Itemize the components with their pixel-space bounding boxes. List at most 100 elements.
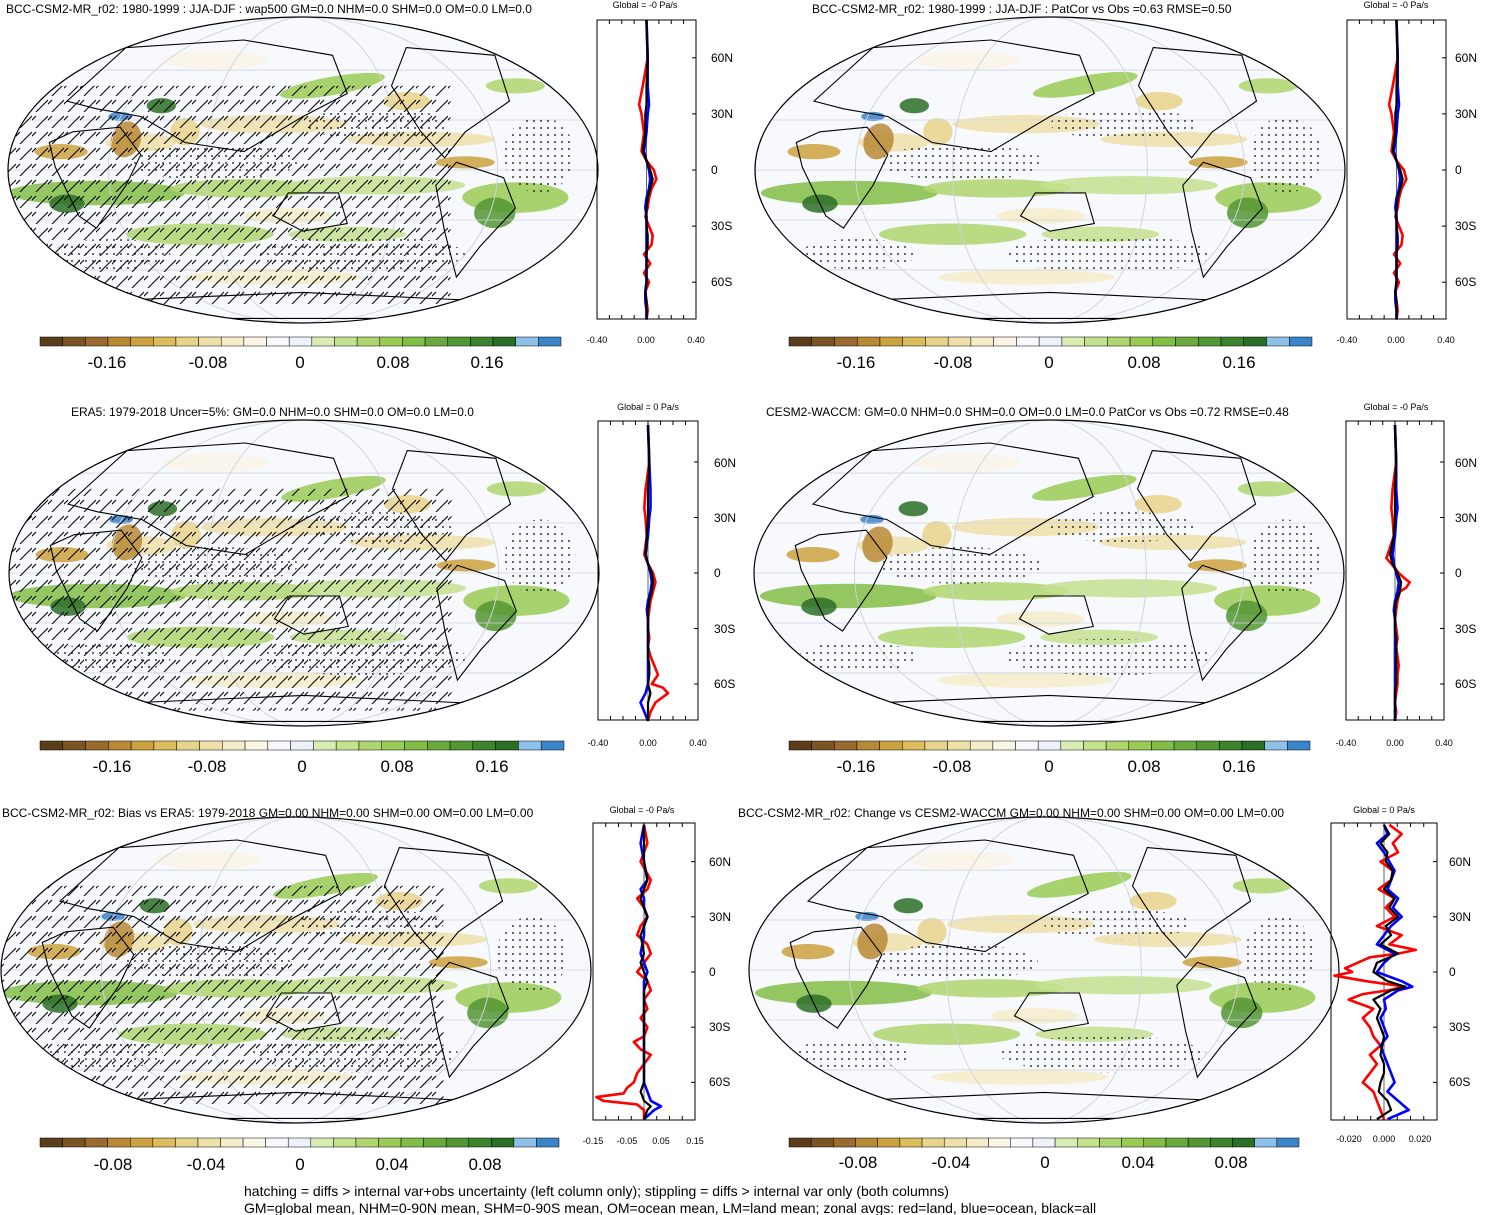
colorbar-box (381, 740, 405, 751)
zonal-lat-label: 60S (1455, 275, 1476, 289)
colorbar-box (1032, 1137, 1056, 1148)
colorbar-box (969, 740, 994, 751)
colorbar-tick-label: 0.16 (470, 353, 503, 372)
colorbar-box (1128, 740, 1152, 751)
zonal-global-mean: Global = -0 Pa/s (1364, 402, 1429, 412)
colorbar-tick-label: -0.04 (932, 1153, 971, 1172)
colorbar-tick-label: 0 (295, 353, 304, 372)
colorbar-boxes (39, 740, 565, 751)
colorbar-box (899, 1137, 923, 1148)
zonal-lat-label: 0 (709, 965, 716, 979)
zonal-plot-1: Global = -0 Pa/s -0.40 0.00 0.40 60N 30N… (1337, 0, 1477, 345)
colorbar-box (130, 336, 154, 347)
colorbar-box (244, 740, 269, 751)
panel-title: BCC-CSM2-MR_r02: Change vs CESM2-WACCM G… (738, 806, 1284, 820)
colorbar-box (313, 740, 337, 751)
colorbar-boxes (788, 336, 1313, 347)
anomaly-region (474, 197, 516, 229)
colorbar-box (449, 740, 474, 751)
zonal-lat-label: 30N (1455, 511, 1477, 525)
colorbar-box (921, 1137, 945, 1148)
colorbar-tick-label: -0.16 (88, 353, 127, 372)
colorbar-box (788, 1137, 812, 1148)
anomaly-region (1035, 976, 1213, 995)
anomaly-region (872, 1023, 1021, 1045)
colorbar-box (1143, 1137, 1167, 1148)
colorbar-box (902, 336, 926, 347)
colorbar-box (242, 1137, 266, 1148)
zonal-x-tick-label: 0.40 (1435, 738, 1453, 748)
zonal-series (1387, 20, 1408, 320)
colorbar-box (290, 740, 314, 751)
colorbar-box (84, 1137, 108, 1148)
zonal-lat-label: 60N (709, 855, 731, 869)
colorbar-box (1016, 336, 1040, 347)
colorbar-box (515, 336, 539, 347)
coastline (1176, 961, 1258, 1079)
anomaly-region (877, 626, 1026, 648)
map-4 (1, 817, 591, 1123)
colorbar-box (355, 1137, 379, 1148)
zonal-series (637, 20, 658, 320)
anomaly-region (936, 672, 1114, 688)
coastline (794, 529, 888, 632)
colorbar-box (855, 1137, 878, 1148)
anomaly-region (922, 520, 952, 549)
anomaly-region (917, 917, 947, 946)
colorbar-box (468, 1137, 492, 1148)
stippled-area (504, 519, 576, 596)
colorbar-box (267, 740, 291, 751)
anomaly-region (855, 911, 879, 922)
colorbar-box (1152, 336, 1176, 347)
colorbar-box (1099, 1137, 1122, 1148)
stippled-area (793, 1038, 912, 1070)
colorbar-tick-label: 0.08 (380, 757, 413, 776)
colorbar-box (1077, 1137, 1100, 1148)
stippled-area (872, 943, 1039, 981)
panel-title: ERA5: 1979-2018 Uncer=5%: GM=0.0 NHM=0.0… (71, 405, 474, 419)
colorbar-box (175, 1137, 199, 1148)
colorbar-box (130, 1137, 154, 1148)
colorbar-box (924, 740, 948, 751)
colorbar-tick-label: -0.08 (189, 353, 228, 372)
anomaly-region (162, 453, 269, 473)
map-outline (753, 419, 1345, 727)
anomaly-region (860, 514, 884, 525)
zonal-lat-label: 30N (714, 511, 736, 525)
colorbar-tick-label: 0 (297, 757, 306, 776)
colorbar-tick-label: -0.04 (187, 1155, 226, 1174)
colorbar-tick-label: 0.16 (1222, 353, 1255, 372)
colorbar-boxes (39, 336, 562, 347)
colorbar-box (943, 1137, 967, 1148)
colorbar-box (1287, 740, 1311, 751)
colorbar-box (287, 1137, 312, 1148)
zonal-series-line (1391, 424, 1400, 721)
colorbar-box (400, 1137, 424, 1148)
zonal-x-tick-label: -0.15 (583, 1136, 604, 1146)
colorbar-box (310, 1137, 334, 1148)
colorbar-box (1173, 740, 1197, 751)
zonal-x-tick-label: 0.40 (687, 335, 705, 345)
colorbar-tick-label: 0.04 (1121, 1153, 1154, 1172)
colorbar-box (811, 740, 835, 751)
coastline (1136, 450, 1257, 562)
graticule-meridian (848, 817, 1240, 1123)
anomaly-region (878, 223, 1027, 245)
stippled-area (1249, 519, 1321, 596)
anomaly-region (1238, 78, 1298, 94)
zonal-series-line (644, 424, 655, 721)
colorbar-box (39, 740, 64, 751)
graticule-meridian (853, 420, 1245, 726)
zonal-series (595, 824, 663, 1121)
zonal-plot-3: Global = -0 Pa/s -0.40 0.00 0.40 60N 30N… (1336, 402, 1477, 748)
zonal-plot-5: Global = 0 Pa/s -0.020 0.000 0.020 60N 3… (1330, 805, 1471, 1144)
colorbar-boxes (788, 1137, 1300, 1148)
zonal-global-mean: Global = 0 Pa/s (1353, 805, 1415, 815)
colorbar-box (993, 336, 1017, 347)
map-stippling (799, 108, 1322, 273)
zonal-x-tick-label: 0.40 (689, 738, 707, 748)
stippled-area (1250, 116, 1322, 193)
anomaly-region (1226, 600, 1268, 632)
colorbar-box (243, 336, 267, 347)
colorbar-tick-label: -0.16 (93, 757, 132, 776)
